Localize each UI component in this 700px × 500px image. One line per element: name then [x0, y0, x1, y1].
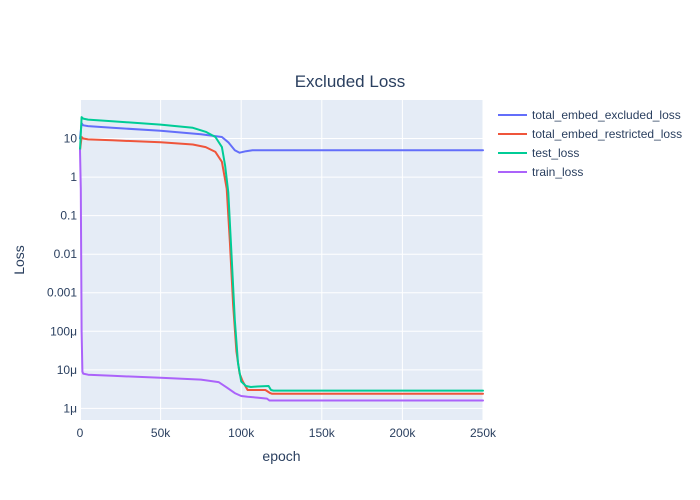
series-line-train-loss — [79, 149, 484, 402]
x-tick-label: 50k — [151, 426, 171, 440]
y-tick-label: 0.01 — [54, 247, 78, 261]
y-tick-label: 10 — [64, 132, 78, 146]
legend-label: test_loss — [532, 146, 579, 160]
y-tick-label: 1μ — [63, 401, 77, 415]
y-axis-title: Loss — [11, 245, 27, 275]
legend-label: total_embed_restricted_loss — [532, 127, 682, 141]
x-axis-title: epoch — [262, 448, 300, 464]
plot-area — [80, 100, 483, 420]
legend-item[interactable]: train_loss — [498, 165, 583, 179]
x-tick-label: 200k — [389, 426, 416, 440]
x-axis-ticks: 0 50k 100k 150k 200k 250k — [77, 426, 497, 440]
x-tick-label: 0 — [77, 426, 84, 440]
chart-title: Excluded Loss — [295, 72, 406, 91]
y-tick-label: 0.001 — [47, 286, 77, 300]
y-tick-label: 100μ — [50, 324, 77, 338]
legend-item[interactable]: test_loss — [498, 146, 579, 160]
x-tick-label: 150k — [309, 426, 336, 440]
series-line-total-embed-excluded-loss — [79, 122, 484, 154]
y-tick-label: 1 — [70, 170, 77, 184]
legend-label: train_loss — [532, 165, 583, 179]
y-tick-label: 10μ — [57, 363, 77, 377]
x-tick-label: 250k — [470, 426, 497, 440]
legend-item[interactable]: total_embed_excluded_loss — [498, 108, 681, 122]
legend[interactable]: total_embed_excluded_loss total_embed_res… — [498, 108, 682, 179]
y-axis-ticks: 1μ 10μ 100μ 0.001 0.01 0.1 1 10 — [47, 132, 77, 416]
legend-item[interactable]: total_embed_restricted_loss — [498, 127, 682, 141]
series-lines — [79, 116, 484, 402]
y-tick-label: 0.1 — [60, 209, 77, 223]
legend-label: total_embed_excluded_loss — [532, 108, 681, 122]
series-line-test-loss — [79, 116, 484, 392]
x-tick-label: 100k — [228, 426, 255, 440]
